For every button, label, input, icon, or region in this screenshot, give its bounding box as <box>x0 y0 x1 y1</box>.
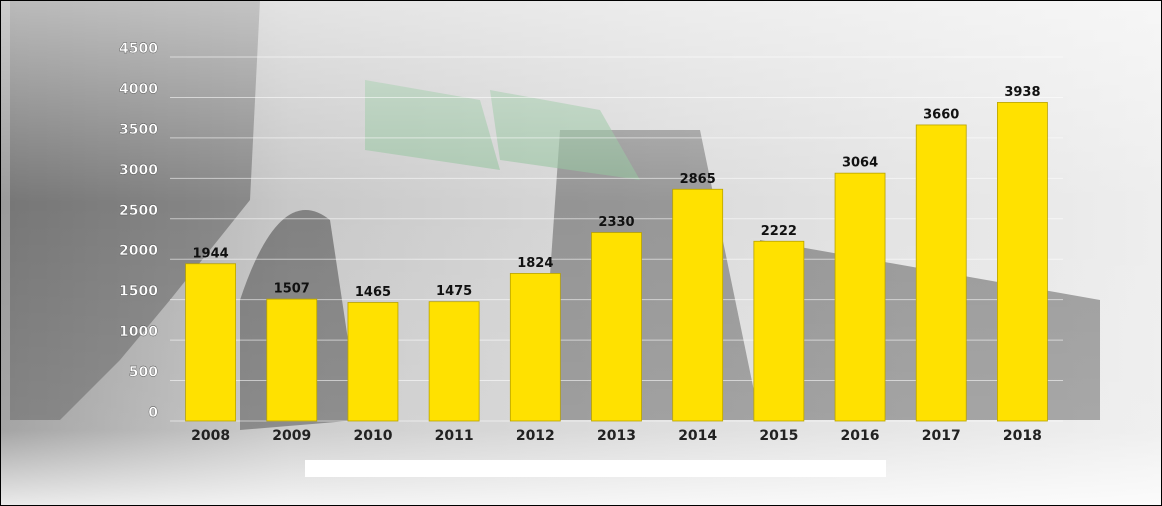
value-label: 1944 <box>192 246 228 261</box>
y-tick-label: 3000 <box>119 162 158 178</box>
x-tick-label: 2008 <box>191 428 230 444</box>
y-tick-label: 2000 <box>119 243 158 259</box>
bar <box>185 263 236 422</box>
bar <box>509 273 561 422</box>
x-tick-label: 2010 <box>353 428 392 444</box>
bar <box>915 124 967 422</box>
bar <box>347 302 399 422</box>
x-tick-label: 2013 <box>597 428 636 444</box>
value-label: 2865 <box>680 172 716 187</box>
x-tick-label: 2016 <box>841 428 880 444</box>
bar <box>753 240 805 422</box>
value-label: 1824 <box>517 256 553 271</box>
bar <box>428 301 480 422</box>
value-label: 1507 <box>274 282 310 297</box>
x-tick-label: 2011 <box>435 428 474 444</box>
y-tick-label: 500 <box>129 365 158 381</box>
x-tick-label: 2014 <box>678 428 717 444</box>
y-tick-label: 2500 <box>119 203 158 219</box>
value-label: 3064 <box>842 156 878 171</box>
y-tick-label: 1500 <box>119 284 158 300</box>
x-tick-label: 2015 <box>759 428 798 444</box>
value-label: 2222 <box>761 224 797 239</box>
bar <box>266 298 318 422</box>
x-tick-label: 2009 <box>272 428 311 444</box>
bar <box>834 172 886 422</box>
y-tick-label: 1000 <box>119 324 158 340</box>
y-tick-label: 3500 <box>119 122 158 138</box>
value-label: 1465 <box>355 285 391 300</box>
bar <box>672 188 724 422</box>
y-tick-label: 0 <box>148 405 158 421</box>
value-label: 3938 <box>1004 85 1040 100</box>
x-tick-label: 2018 <box>1003 428 1042 444</box>
bar <box>591 232 642 422</box>
y-tick-label: 4500 <box>119 41 158 57</box>
y-tick-label: 4000 <box>119 81 158 97</box>
value-label: 1475 <box>436 284 472 299</box>
x-tick-label: 2017 <box>922 428 961 444</box>
caption-box <box>305 460 886 477</box>
x-tick-label: 2012 <box>516 428 555 444</box>
value-label: 3660 <box>923 107 959 122</box>
bar <box>997 102 1048 422</box>
value-label: 2330 <box>598 215 634 230</box>
